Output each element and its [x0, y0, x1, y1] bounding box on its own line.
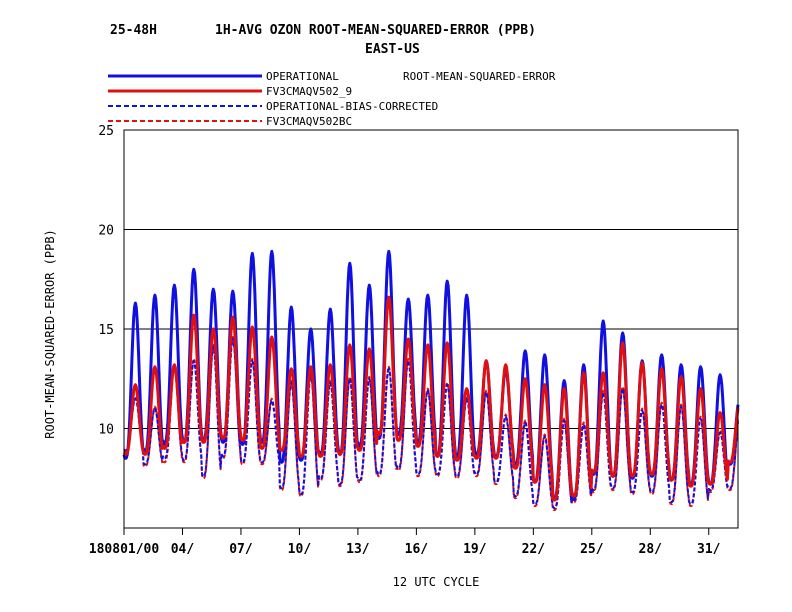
x-axis-label: 12 UTC CYCLE — [393, 575, 480, 589]
x-tick-label-10: 31/ — [697, 542, 721, 557]
legend-label-2: OPERATIONAL-BIAS-CORRECTED — [266, 100, 438, 113]
chart-title: 1H-AVG OZON ROOT-MEAN-SQUARED-ERROR (PPB… — [215, 23, 536, 38]
x-tick-label-1: 04/ — [171, 542, 195, 557]
x-tick-label-4: 13/ — [346, 542, 370, 557]
series-group — [122, 249, 740, 512]
x-tick-label-3: 10/ — [288, 542, 312, 557]
x-tick-label-6: 19/ — [463, 542, 487, 557]
y-axis-label: ROOT-MEAN-SQUARED-ERROR (PPB) — [43, 229, 57, 439]
x-tick-label-5: 16/ — [405, 542, 429, 557]
x-tick-label-0: 180801/00 — [89, 542, 160, 557]
series-line-fv3 — [122, 295, 740, 502]
legend-label-1: FV3CMAQV502_9 — [266, 85, 352, 98]
x-tick-label-9: 28/ — [639, 542, 663, 557]
chart-region: EAST-US — [365, 42, 420, 57]
series-line-bc-op — [123, 338, 739, 510]
y-tick-label-10: 10 — [98, 423, 114, 438]
chart-period: 25-48H — [110, 23, 157, 38]
x-tick-label-7: 22/ — [522, 542, 546, 557]
y-tick-label-15: 15 — [98, 323, 114, 338]
x-axis-ticks: 180801/00 04/07/10/13/16/19/22/25/28/31/ — [89, 528, 721, 557]
y-axis-ticks: 10 15 20 25 — [98, 124, 114, 438]
legend-label-3: FV3CMAQV502BC — [266, 115, 352, 128]
y-tick-label-25: 25 — [98, 124, 114, 139]
x-tick-label-2: 07/ — [229, 542, 253, 557]
y-tick-label-20: 20 — [98, 224, 114, 239]
legend: OPERATIONAL FV3CMAQV502_9 OPERATIONAL-BIAS… — [108, 70, 556, 128]
legend-label-0: OPERATIONAL — [266, 70, 339, 83]
plot-frame — [123, 129, 739, 529]
x-tick-label-8: 25/ — [580, 542, 604, 557]
legend-note: ROOT-MEAN-SQUARED-ERROR — [403, 70, 556, 83]
